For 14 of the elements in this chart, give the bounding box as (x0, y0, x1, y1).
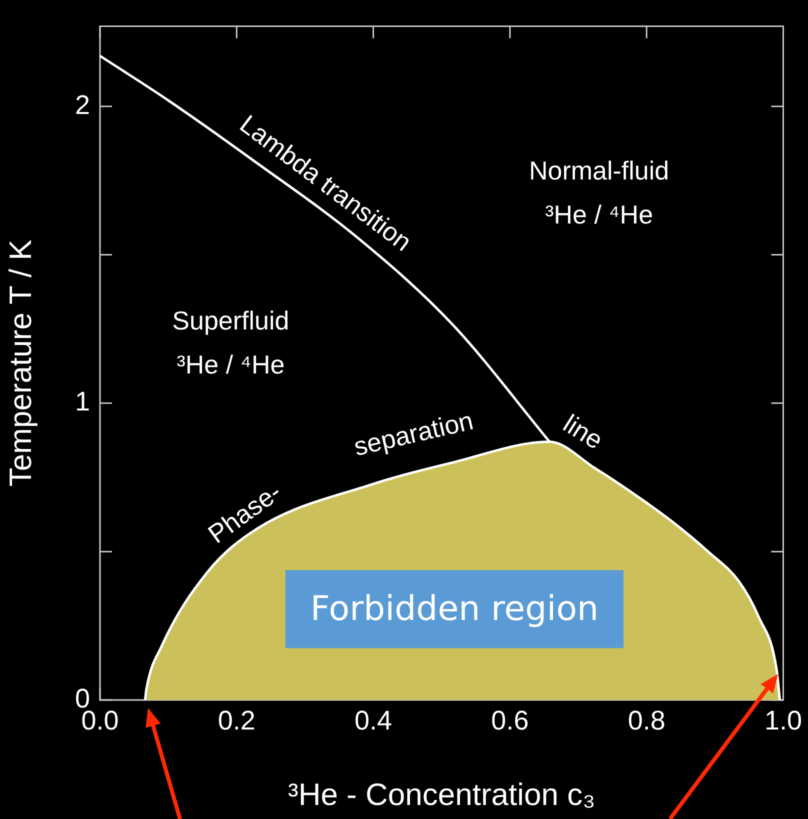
x-axis-title: ³He - Concentration c₃ (288, 776, 596, 812)
annotation: Normal-fluid ³He / ⁴He (528, 155, 670, 230)
x-tick-label: 1.0 (764, 706, 802, 736)
annotation: Forbidden region (310, 588, 599, 629)
annotation: Superfluid ³He / ⁴He (172, 306, 290, 380)
y-tick-label: 1 (74, 386, 90, 417)
x-tick-label: 0.6 (491, 706, 529, 736)
x-tick-label: 0.2 (218, 706, 256, 736)
x-tick-label: 0.8 (628, 706, 666, 736)
y-tick-label: 2 (74, 90, 90, 120)
annotation: separation (350, 405, 476, 462)
y-axis-title: Temperature T / K (3, 239, 38, 487)
x-tick-label: 0.4 (354, 706, 392, 736)
annotation: line (558, 408, 608, 456)
